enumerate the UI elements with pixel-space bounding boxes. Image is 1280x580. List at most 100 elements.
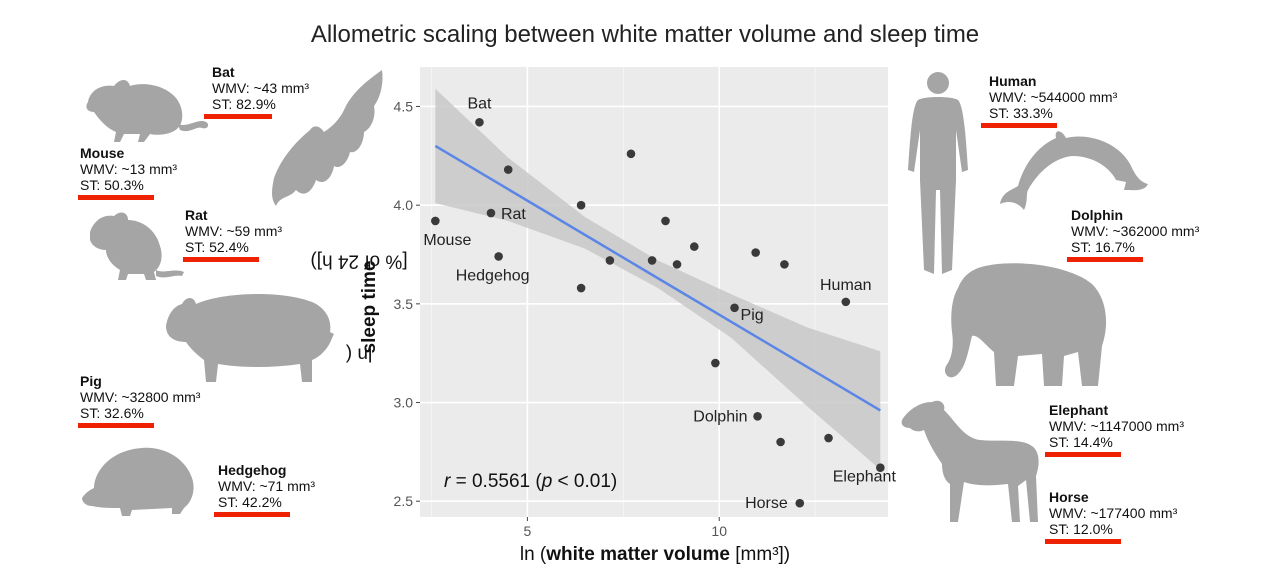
pig-name: Pig bbox=[80, 373, 102, 389]
hedgehog-name: Hedgehog bbox=[218, 462, 287, 478]
mouse-name: Mouse bbox=[80, 145, 125, 161]
elephant-st: ST: 14.4% bbox=[1049, 434, 1113, 450]
data-point bbox=[576, 283, 586, 293]
human-st: ST: 33.3% bbox=[989, 105, 1053, 121]
data-point bbox=[576, 200, 586, 210]
elephant-info: Elephant WMV: ~1147000 mm³ ST: 14.4% bbox=[1045, 402, 1184, 457]
data-point bbox=[795, 498, 805, 508]
mouse-st: ST: 50.3% bbox=[80, 177, 144, 193]
y-axis-label-suffix: [% of 24 h]) bbox=[310, 250, 408, 272]
y-tick-label: 2.5 bbox=[394, 493, 414, 509]
x-axis-label-prefix: ln ( bbox=[519, 544, 547, 565]
bat-silhouette bbox=[272, 70, 383, 206]
x-tick-label: 5 bbox=[524, 523, 532, 539]
point-label: Rat bbox=[501, 206, 526, 223]
human-wmv: WMV: ~544000 mm³ bbox=[989, 89, 1118, 105]
elephant-wmv: WMV: ~1147000 mm³ bbox=[1049, 418, 1184, 434]
plot-panel bbox=[420, 67, 888, 517]
rat-wmv: WMV: ~59 mm³ bbox=[185, 223, 283, 239]
point-label: Dolphin bbox=[693, 408, 747, 425]
horse-wmv: WMV: ~177400 mm³ bbox=[1049, 505, 1178, 521]
data-point bbox=[486, 208, 496, 218]
horse-underline bbox=[1045, 539, 1121, 544]
data-point bbox=[661, 216, 670, 226]
mouse-wmv: WMV: ~13 mm³ bbox=[80, 161, 178, 177]
bat-st: ST: 82.9% bbox=[212, 96, 276, 112]
data-point bbox=[753, 412, 762, 421]
bat-info: Bat WMV: ~43 mm³ ST: 82.9% bbox=[204, 64, 310, 119]
dolphin-info: Dolphin WMV: ~362000 mm³ ST: 16.7% bbox=[1067, 207, 1199, 262]
human-underline bbox=[981, 123, 1057, 128]
data-points: Mouse Bat Rat Hedgehog Pig Dolphin Horse Human E… bbox=[423, 95, 896, 512]
point-label: Pig bbox=[741, 307, 764, 324]
dolphin-st: ST: 16.7% bbox=[1071, 239, 1135, 255]
data-point bbox=[711, 358, 720, 368]
axis-ticks: 2.5 3.0 3.5 4.0 4.5 5 10 bbox=[394, 98, 728, 539]
human-info: Human WMV: ~544000 mm³ ST: 33.3% bbox=[981, 73, 1118, 128]
dolphin-silhouette bbox=[1000, 131, 1148, 210]
x-axis-label: ln (white matter volume [mm³]) bbox=[420, 544, 890, 566]
bat-name: Bat bbox=[212, 64, 235, 80]
data-point bbox=[824, 433, 833, 443]
x-axis-label-suffix: [mm³]) bbox=[729, 544, 791, 565]
annotation-p-value: < 0.01) bbox=[552, 471, 617, 492]
annotation-value: = 0.5561 ( bbox=[450, 471, 542, 492]
data-point bbox=[730, 303, 739, 313]
horse-st: ST: 12.0% bbox=[1049, 521, 1113, 537]
y-tick-label: 3.0 bbox=[394, 395, 414, 411]
point-label: Elephant bbox=[833, 469, 897, 486]
y-tick-label: 4.5 bbox=[394, 98, 414, 114]
human-name: Human bbox=[989, 73, 1037, 89]
rat-name: Rat bbox=[185, 207, 208, 223]
x-axis-label-bold: white matter volume bbox=[546, 544, 730, 565]
data-point bbox=[751, 248, 760, 257]
horse-name: Horse bbox=[1049, 489, 1089, 505]
pig-st: ST: 32.6% bbox=[80, 405, 144, 421]
data-point bbox=[776, 437, 785, 447]
grid-lines bbox=[420, 67, 888, 517]
point-label: Mouse bbox=[423, 232, 471, 249]
data-point bbox=[626, 149, 636, 159]
data-point bbox=[689, 242, 699, 251]
data-point bbox=[780, 260, 789, 269]
elephant-underline bbox=[1045, 452, 1121, 457]
annotation-p: p bbox=[541, 471, 553, 492]
hedgehog-st: ST: 42.2% bbox=[218, 494, 282, 510]
data-point bbox=[494, 252, 503, 261]
point-label: Human bbox=[820, 277, 872, 294]
bat-wmv: WMV: ~43 mm³ bbox=[212, 80, 310, 96]
dolphin-name: Dolphin bbox=[1071, 207, 1124, 223]
x-tick-label: 10 bbox=[711, 523, 727, 539]
data-point bbox=[876, 463, 885, 472]
correlation-annotation: r = 0.5561 (p < 0.01) bbox=[444, 471, 617, 492]
human-silhouette bbox=[908, 72, 968, 274]
rat-info: Rat WMV: ~59 mm³ ST: 52.4% bbox=[183, 207, 283, 262]
point-label: Hedgehog bbox=[456, 267, 530, 284]
y-axis-label-prefix: ln ( bbox=[345, 343, 373, 365]
chart-title: Allometric scaling between white matter … bbox=[310, 21, 980, 48]
y-tick-label: 3.5 bbox=[394, 296, 414, 312]
hedgehog-silhouette bbox=[82, 447, 194, 516]
rat-silhouette bbox=[90, 212, 184, 280]
horse-info: Horse WMV: ~177400 mm³ ST: 12.0% bbox=[1045, 489, 1178, 544]
point-label: Horse bbox=[745, 495, 788, 512]
data-point bbox=[672, 260, 682, 269]
rat-underline bbox=[183, 257, 259, 262]
data-point bbox=[841, 297, 851, 307]
mouse-info: Mouse WMV: ~13 mm³ ST: 50.3% bbox=[78, 145, 178, 200]
data-point bbox=[475, 117, 484, 127]
data-point bbox=[605, 256, 615, 265]
bat-underline bbox=[204, 114, 272, 119]
mouse-underline bbox=[78, 195, 154, 200]
hedgehog-info: Hedgehog WMV: ~71 mm³ ST: 42.2% bbox=[214, 462, 315, 517]
pig-info: Pig WMV: ~32800 mm³ ST: 32.6% bbox=[78, 373, 201, 428]
pig-silhouette bbox=[166, 293, 334, 382]
dolphin-underline bbox=[1067, 257, 1143, 262]
mouse-silhouette bbox=[86, 80, 209, 142]
y-tick-label: 4.0 bbox=[394, 197, 414, 213]
pig-wmv: WMV: ~32800 mm³ bbox=[80, 389, 201, 405]
data-point bbox=[503, 165, 513, 174]
regression-line bbox=[434, 144, 881, 412]
data-point bbox=[647, 256, 657, 265]
